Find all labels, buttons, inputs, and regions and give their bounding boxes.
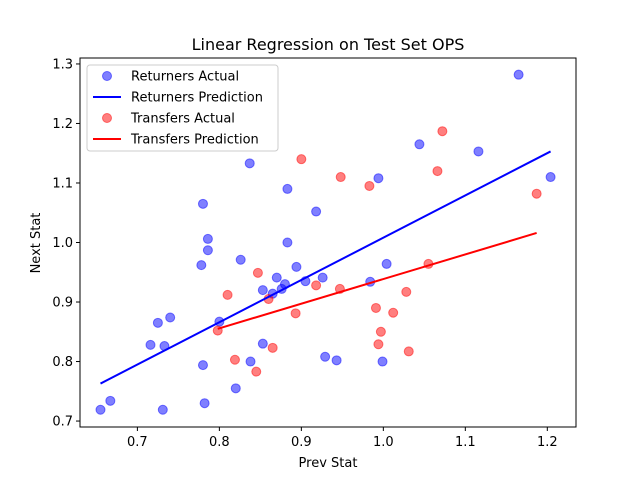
returners-actual-point xyxy=(257,338,268,349)
x-axis-label: Prev Stat xyxy=(299,456,358,471)
x-tick-label: 0.8 xyxy=(209,435,230,450)
returners-actual-point xyxy=(197,360,208,371)
transfers-actual-point xyxy=(370,302,381,313)
transfers-actual-point xyxy=(251,366,262,377)
y-tick-label: 0.7 xyxy=(52,415,73,430)
returners-actual-point xyxy=(311,206,322,217)
y-tick-label: 1.3 xyxy=(52,57,73,72)
returners-actual-point xyxy=(473,146,484,157)
y-tick-label: 1.2 xyxy=(52,117,73,132)
returners-actual-point xyxy=(513,69,524,80)
returners-actual-point xyxy=(199,398,210,409)
returners-actual-point xyxy=(317,272,328,283)
returners-actual-point xyxy=(291,261,302,272)
transfers-prediction-line xyxy=(217,232,537,330)
returners-actual-point xyxy=(157,404,168,415)
returners-actual-point xyxy=(165,312,176,323)
y-tick-label: 1.0 xyxy=(52,236,73,251)
transfers-actual-point xyxy=(252,267,263,278)
returners-actual-point xyxy=(105,395,116,406)
transfers-actual-point xyxy=(531,188,542,199)
legend-label: Returners Actual xyxy=(131,70,239,85)
returners-actual-point xyxy=(414,139,425,150)
legend-marker xyxy=(102,71,112,81)
returners-actual-point xyxy=(373,173,384,184)
transfers-actual-point xyxy=(437,126,448,137)
transfers-actual-point xyxy=(267,342,278,353)
transfers-actual-point xyxy=(335,172,346,183)
returners-actual-point xyxy=(245,356,256,367)
x-tick-label: 0.7 xyxy=(127,435,148,450)
transfers-actual-point xyxy=(229,354,240,365)
transfers-actual-point xyxy=(296,154,307,165)
y-axis-label: Next Stat xyxy=(29,213,44,274)
returners-actual-point xyxy=(196,260,207,271)
transfers-actual-point xyxy=(432,166,443,177)
returners-actual-point xyxy=(282,183,293,194)
transfers-actual-point xyxy=(401,286,412,297)
transfers-actual-point xyxy=(375,326,386,337)
chart-title: Linear Regression on Test Set OPS xyxy=(192,35,465,54)
y-tick-label: 0.8 xyxy=(52,355,73,370)
returners-actual-point xyxy=(257,285,268,296)
returners-actual-point xyxy=(244,158,255,169)
returners-actual-point xyxy=(202,245,213,256)
transfers-actual-point xyxy=(403,346,414,357)
x-tick-label: 1.2 xyxy=(537,435,558,450)
returners-actual-point xyxy=(271,272,282,283)
transfers-actual-point xyxy=(364,180,375,191)
transfers-actual-point xyxy=(388,307,399,318)
legend-marker xyxy=(102,113,112,123)
y-tick-label: 1.1 xyxy=(52,176,73,191)
y-tick-label: 0.9 xyxy=(52,296,73,311)
transfers-actual-point xyxy=(373,339,384,350)
returners-actual-point xyxy=(282,237,293,248)
returners-actual-point xyxy=(95,404,106,415)
x-tick-label: 1.1 xyxy=(455,435,476,450)
returners-actual-point xyxy=(202,233,213,244)
transfers-actual-point xyxy=(222,289,233,300)
legend: Returners Actual Returners Prediction Tran… xyxy=(86,64,279,152)
returners-actual-point xyxy=(235,254,246,265)
transfers-actual-point xyxy=(311,280,322,291)
returners-actual-point xyxy=(145,339,156,350)
legend-label: Returners Prediction xyxy=(131,91,263,106)
legend-box xyxy=(86,64,279,152)
returners-actual-point xyxy=(197,198,208,209)
legend-label: Transfers Prediction xyxy=(130,133,259,148)
x-tick-label: 1.0 xyxy=(373,435,394,450)
returners-actual-point xyxy=(152,317,163,328)
legend-label: Transfers Actual xyxy=(130,112,235,127)
returners-prediction-line xyxy=(100,150,552,385)
returners-actual-point xyxy=(320,351,331,362)
returners-actual-point xyxy=(331,355,342,366)
returners-actual-point xyxy=(545,172,556,183)
x-tick-label: 0.9 xyxy=(291,435,312,450)
plot-area: 0.7 0.8 0.9 1.0 1.1 1.2 0.7 0.8 0.9 1.0 1.1 1.2 1.3 xyxy=(52,57,577,450)
returners-actual-point xyxy=(381,258,392,269)
returners-actual-point xyxy=(230,383,241,394)
returners-actual-point xyxy=(377,356,388,367)
transfers-actual-point xyxy=(290,308,301,319)
